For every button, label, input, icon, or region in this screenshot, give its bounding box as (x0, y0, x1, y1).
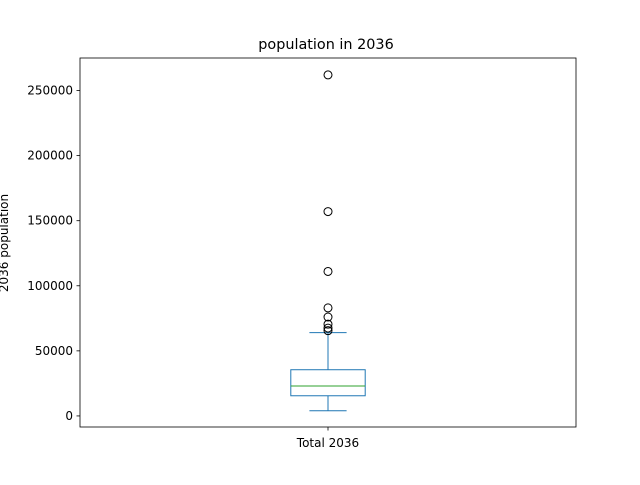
y-tick-label: 150000 (27, 214, 73, 228)
y-tick-label: 100000 (27, 279, 73, 293)
outlier-point (323, 319, 333, 329)
outlier-point (323, 207, 333, 217)
iqr-box (290, 369, 366, 397)
y-tick-label: 0 (65, 409, 73, 423)
y-tick-label: 50000 (35, 344, 73, 358)
y-axis-label: 2036 population (0, 194, 11, 292)
x-tick-label: Total 2036 (296, 436, 359, 450)
outlier-point (323, 326, 333, 336)
outlier-point (323, 70, 333, 80)
outlier-point (323, 303, 333, 313)
y-tick-label: 200000 (27, 149, 73, 163)
outlier-point (323, 323, 333, 333)
outlier-point (323, 266, 333, 276)
plot-frame (79, 57, 577, 428)
plot-area: 0 50000 100000 150000 200000 250000 Total 2036 (27, 57, 577, 450)
outlier-point (323, 312, 333, 322)
chart-title: population in 2036 (258, 37, 393, 53)
y-tick-label: 250000 (27, 84, 73, 98)
